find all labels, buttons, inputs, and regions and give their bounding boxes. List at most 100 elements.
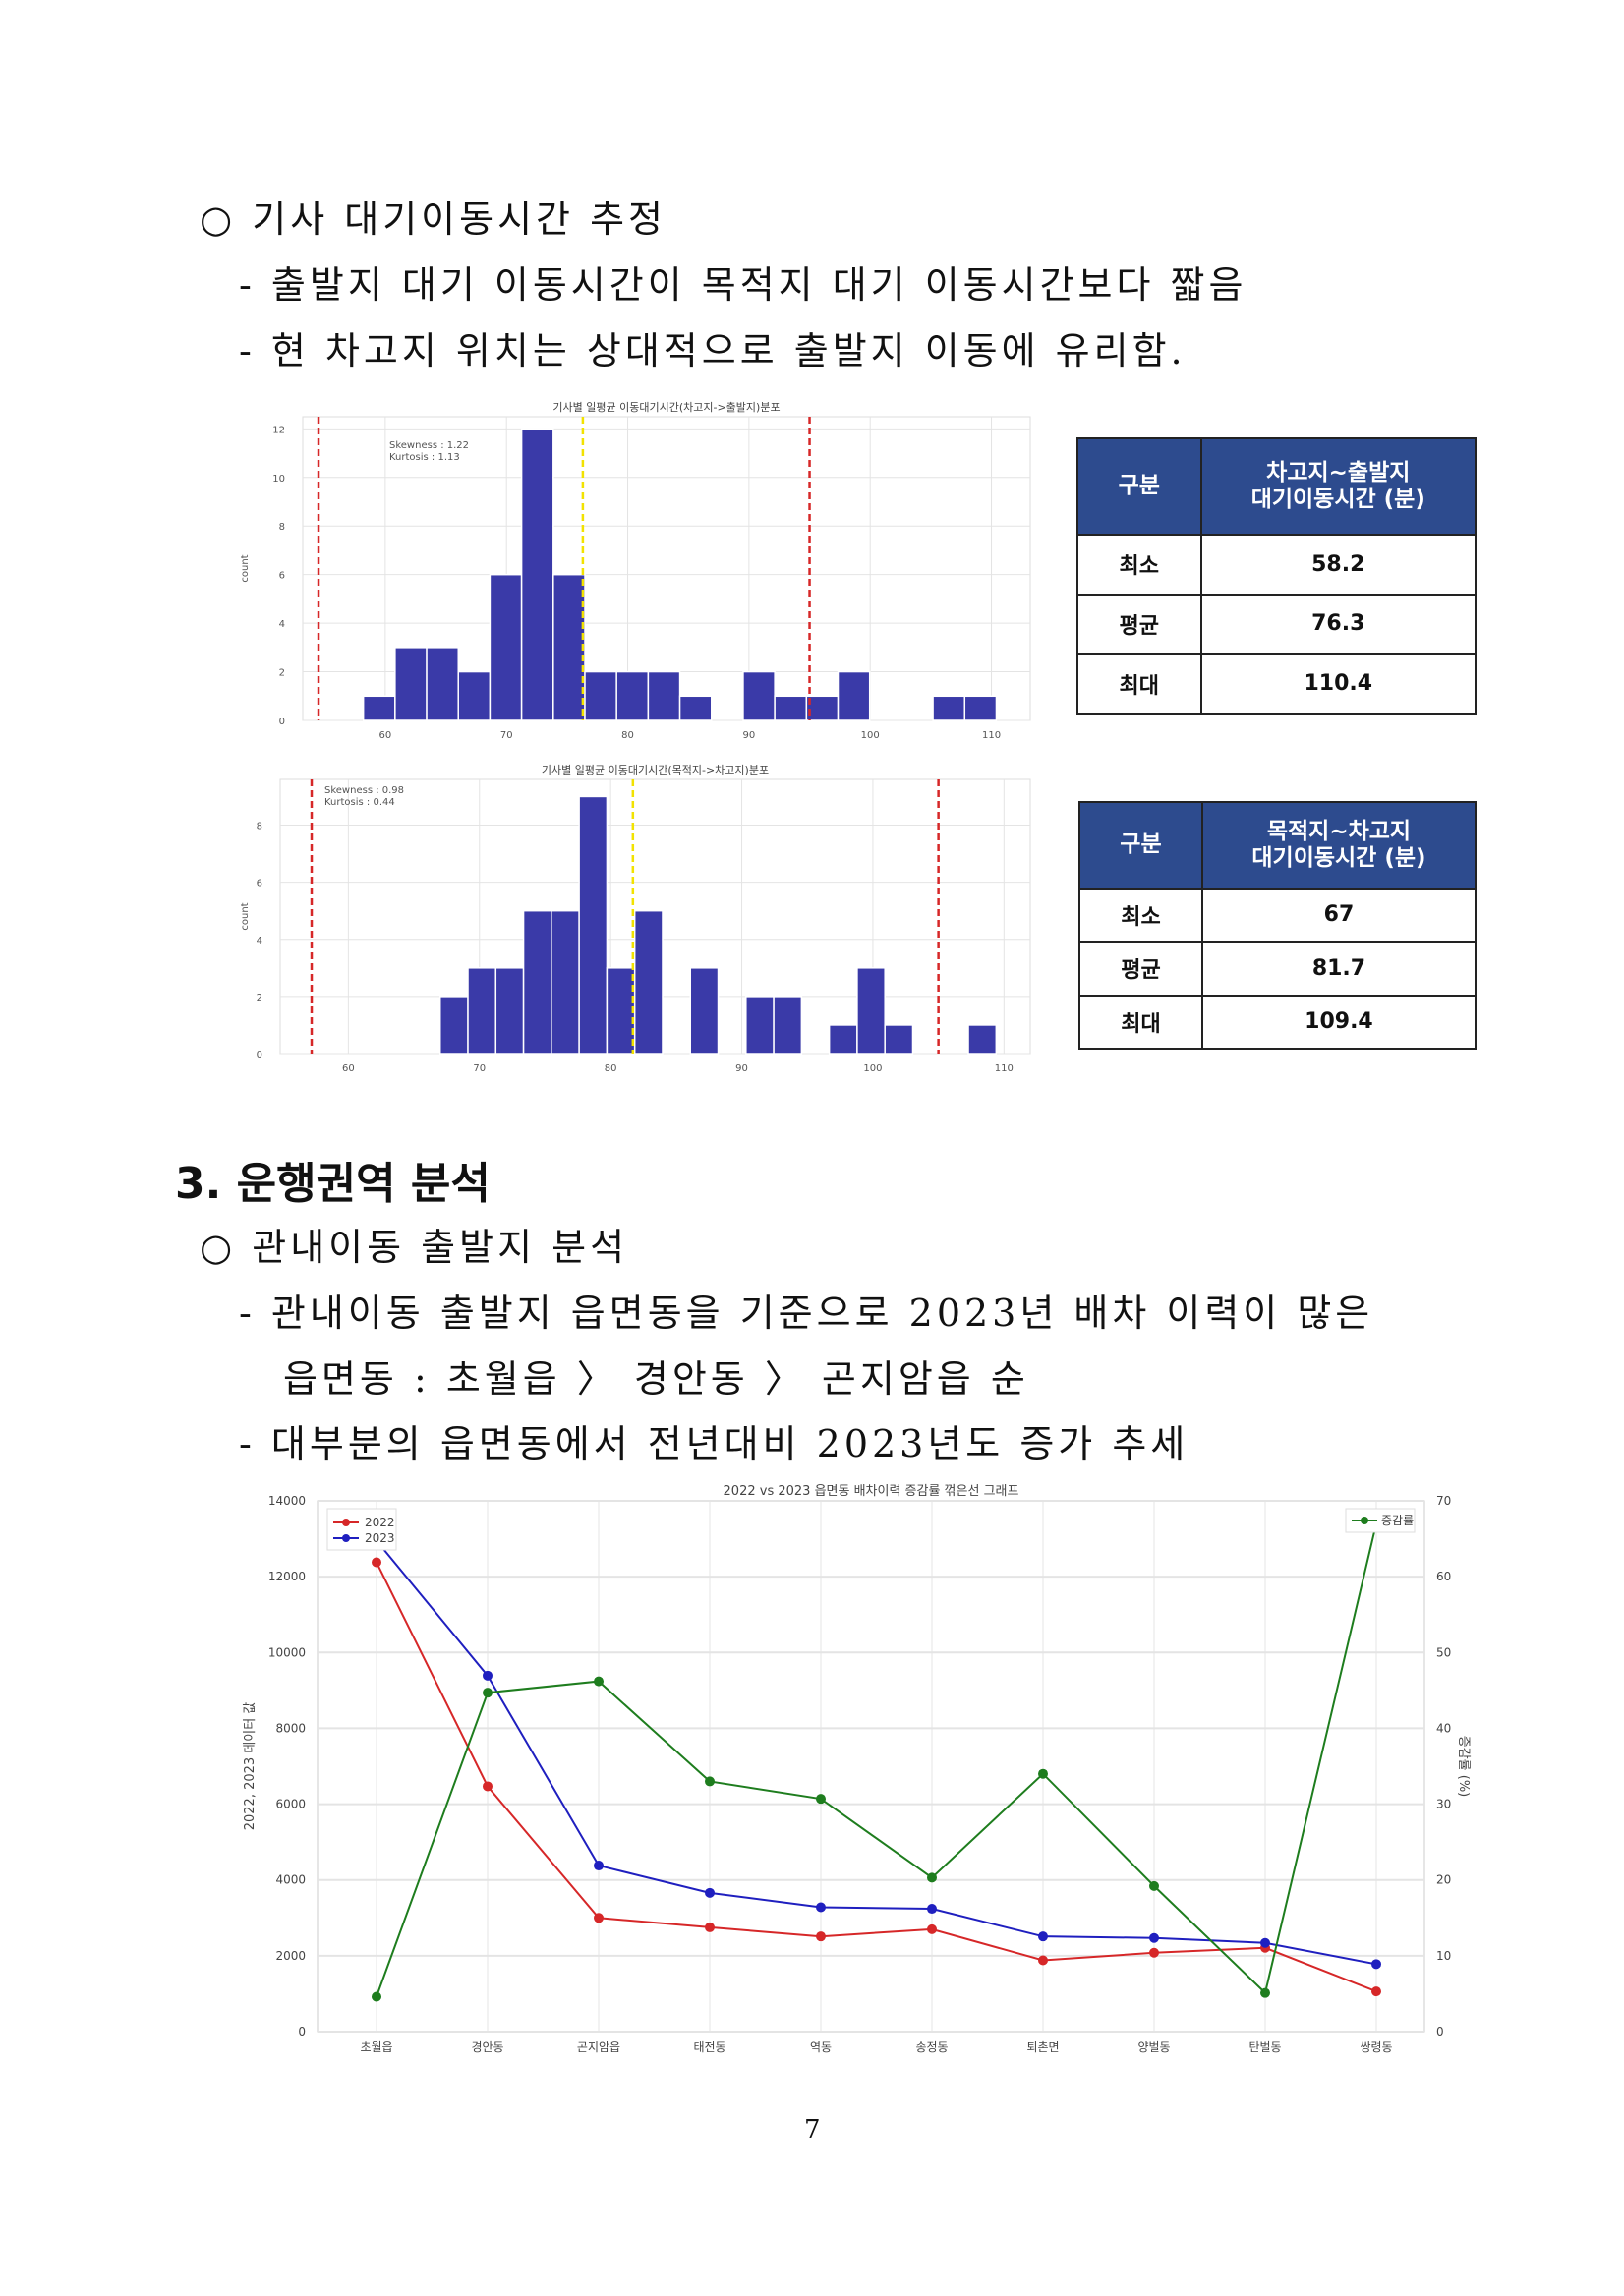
data-point — [372, 1557, 381, 1568]
histogram-bar — [828, 1024, 858, 1055]
data-point — [816, 1794, 826, 1805]
text-line: - 관내이동 출발지 읍면동을 기준으로 2023년 배차 이력이 많은 — [239, 1292, 1374, 1335]
histogram-bar — [552, 573, 586, 721]
histogram-bar — [522, 909, 552, 1055]
histogram-bar — [745, 996, 775, 1055]
table-cell: 최대 — [1078, 994, 1203, 1051]
legend-label: 2023 — [365, 1531, 395, 1545]
data-point — [594, 1861, 604, 1871]
histogram-bar — [467, 967, 497, 1055]
table-row: 최소 58.2 — [1076, 533, 1478, 596]
y-tick-label: 6 — [257, 879, 262, 890]
stats-annotation: Skewness : 0.98 — [324, 785, 404, 796]
histogram-bar — [805, 695, 840, 721]
table-header: 목적지~차고지 대기이동시간 (분) — [1200, 801, 1478, 890]
series-line-2022 — [376, 1562, 1377, 1993]
histogram-bar — [438, 996, 469, 1055]
legend-marker — [342, 1534, 350, 1542]
chart-title: 기사별 일평균 이동대기시간(목적지->차고지)분포 — [542, 763, 769, 776]
y-tick-label: 8000 — [275, 1721, 306, 1735]
line-chart: 초월읍 경안동 곤지암읍 태전동 역동 송정동 퇴촌면 양벌동 탄벌동 쌍령동 0 2000 4000 6… — [243, 1484, 1471, 2054]
table-cell: 평균 — [1076, 593, 1202, 656]
x-tick-label: 80 — [605, 1063, 617, 1071]
histogram-bar — [633, 909, 664, 1055]
y-tick-label: 0 — [257, 1050, 262, 1061]
x-tick-label: 퇴촌면 — [1026, 2040, 1059, 2054]
y2-tick-label: 0 — [1436, 2025, 1444, 2038]
y-tick-label: 12 — [272, 425, 285, 435]
data-point — [483, 1781, 493, 1792]
table-row: 평균 76.3 — [1076, 593, 1478, 656]
text-line: 읍면동 : 초월읍 〉 경안동 〉 곤지암읍 순 — [283, 1357, 1029, 1401]
data-point — [1038, 1768, 1048, 1779]
x-tick-label: 100 — [863, 1063, 882, 1071]
bullet-heading: ○ 관내이동 출발지 분석 — [200, 1226, 629, 1269]
data-point — [927, 1872, 937, 1883]
data-point — [372, 1991, 381, 2002]
histogram-bar — [494, 967, 525, 1055]
x-tick-label: 역동 — [810, 2040, 832, 2054]
data-point — [483, 1688, 493, 1698]
histogram-bar — [362, 695, 396, 721]
y2-axis-label: 증감률 (%) — [1456, 1736, 1471, 1798]
histogram-bar — [606, 967, 636, 1055]
table-cell: 최소 — [1078, 887, 1203, 944]
y2-tick-label: 10 — [1436, 1949, 1451, 1963]
table-cell: 최대 — [1076, 653, 1202, 715]
chart-title: 2022 vs 2023 읍면동 배차이력 증감률 꺾은선 그래프 — [724, 1484, 1019, 1499]
histogram-depot-to-origin: 60 70 80 90 100 110 0 2 4 6 8 10 12 기사별 일평균 이동대기시간(차고… — [240, 400, 1031, 741]
section-title: 3. 운행권역 분석 — [175, 1159, 491, 1209]
y2-tick-label: 60 — [1436, 1570, 1451, 1583]
x-tick-label: 송정동 — [915, 2040, 948, 2054]
stats-annotation: Kurtosis : 0.44 — [324, 797, 395, 808]
y-tick-label: 6000 — [275, 1798, 306, 1811]
x-tick-label: 탄벌동 — [1248, 2040, 1281, 2054]
x-tick-label: 110 — [982, 730, 1001, 741]
table-row: 최대 109.4 — [1078, 994, 1478, 1051]
x-tick-label: 태전동 — [693, 2040, 725, 2054]
data-point — [483, 1670, 493, 1681]
y-tick-label: 14000 — [268, 1494, 306, 1508]
x-tick-label: 양벌동 — [1137, 2040, 1170, 2054]
histogram-bar — [584, 670, 617, 721]
stats-table-2: 구분 목적지~차고지 대기이동시간 (분) 최소 67 평균 81.7 최대 109.4 — [1078, 801, 1478, 1051]
y-tick-label: 10000 — [268, 1645, 306, 1659]
histogram-bar — [394, 647, 428, 721]
table-cell: 67 — [1200, 887, 1478, 944]
data-point — [816, 1902, 826, 1913]
text-line: - 대부분의 읍면동에서 전년대비 2023년도 증가 추세 — [239, 1422, 1189, 1465]
histogram-bar — [551, 909, 580, 1055]
x-tick-label: 초월읍 — [360, 2040, 392, 2054]
legend-left — [326, 1508, 397, 1551]
legend-label: 2022 — [365, 1516, 395, 1529]
y2-tick-label: 20 — [1436, 1873, 1451, 1887]
y2-tick-label: 50 — [1436, 1645, 1451, 1659]
chart-title: 기사별 일평균 이동대기시간(차고지->출발지)분포 — [552, 400, 780, 414]
stats-table-1: 구분 차고지~출발지 대기이동시간 (분) 최소 58.2 평균 76.3 최대 110.4 — [1076, 437, 1478, 715]
table-cell: 58.2 — [1199, 533, 1478, 596]
legend-label: 증감률 — [1381, 1514, 1414, 1527]
table-row: 평균 81.7 — [1078, 941, 1478, 997]
y-tick-label: 2 — [257, 993, 262, 1004]
table-row: 최대 110.4 — [1076, 653, 1478, 715]
x-tick-label: 90 — [735, 1063, 748, 1071]
y2-tick-label: 40 — [1436, 1721, 1451, 1735]
table-cell: 76.3 — [1199, 593, 1478, 656]
histogram-bar — [678, 695, 713, 721]
y2-tick-label: 30 — [1436, 1798, 1451, 1811]
data-point — [705, 1776, 715, 1787]
y-tick-label: 8 — [279, 522, 285, 533]
data-point — [594, 1676, 604, 1687]
data-point — [1038, 1931, 1048, 1942]
data-point — [1038, 1955, 1048, 1966]
table-cell: 109.4 — [1200, 994, 1478, 1051]
data-point — [1149, 1880, 1159, 1891]
histogram-bar — [647, 670, 681, 721]
table-cell: 최소 — [1076, 533, 1202, 596]
y-tick-label: 2000 — [275, 1949, 306, 1963]
x-tick-label: 경안동 — [471, 2040, 503, 2054]
x-tick-label: 90 — [742, 730, 755, 741]
table-cell: 110.4 — [1199, 653, 1478, 715]
histogram-bar — [837, 670, 871, 721]
text-line: - 현 차고지 위치는 상대적으로 출발지 이동에 유리함. — [239, 329, 1187, 373]
